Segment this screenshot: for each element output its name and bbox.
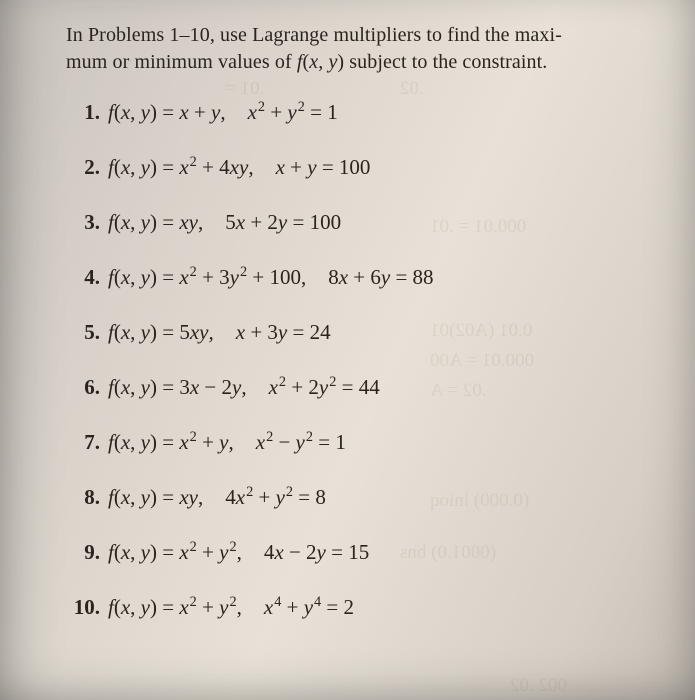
problem-1: 1. f(x, y) = x + y,x2 + y2 = 1: [68, 102, 655, 123]
problem-8: 8. f(x, y) = xy,4x2 + y2 = 8: [68, 487, 655, 508]
problem-number: 2.: [68, 157, 100, 178]
problem-number: 9.: [68, 542, 100, 563]
ghost-text: .02: [400, 78, 424, 100]
problem-number: 4.: [68, 267, 100, 288]
problem-number: 8.: [68, 487, 100, 508]
problem-number: 1.: [68, 102, 100, 123]
problem-body: f(x, y) = x2 + 4xy,x + y = 100: [108, 157, 370, 178]
problem-6: 6. f(x, y) = 3x − 2y,x2 + 2y2 = 44: [68, 377, 655, 398]
problem-body: f(x, y) = x + y,x2 + y2 = 1: [108, 102, 338, 123]
ghost-text: .01 =: [225, 78, 264, 100]
problem-body: f(x, y) = x2 + y,x2 − y2 = 1: [108, 432, 346, 453]
problem-body: f(x, y) = xy,5x + 2y = 100: [108, 212, 341, 233]
problem-list: 1. f(x, y) = x + y,x2 + y2 = 1 2. f(x, y…: [64, 102, 655, 618]
problem-body: f(x, y) = 3x − 2y,x2 + 2y2 = 44: [108, 377, 380, 398]
instructions-text: In Problems 1–10, use Lagrange multiplie…: [66, 22, 655, 76]
problem-2: 2. f(x, y) = x2 + 4xy,x + y = 100: [68, 157, 655, 178]
problem-body: f(x, y) = x2 + y2,4x − 2y = 15: [108, 542, 369, 563]
problem-9: 9. f(x, y) = x2 + y2,4x − 2y = 15: [68, 542, 655, 563]
problem-5: 5. f(x, y) = 5xy,x + 3y = 24: [68, 322, 655, 343]
problem-body: f(x, y) = 5xy,x + 3y = 24: [108, 322, 331, 343]
problem-number: 5.: [68, 322, 100, 343]
problem-3: 3. f(x, y) = xy,5x + 2y = 100: [68, 212, 655, 233]
problem-4: 4. f(x, y) = x2 + 3y2 + 100,8x + 6y = 88: [68, 267, 655, 288]
problem-number: 3.: [68, 212, 100, 233]
problem-10: 10. f(x, y) = x2 + y2,x4 + y4 = 2: [68, 597, 655, 618]
page: In Problems 1–10, use Lagrange multiplie…: [0, 0, 695, 700]
problem-body: f(x, y) = x2 + y2,x4 + y4 = 2: [108, 597, 354, 618]
problem-body: f(x, y) = xy,4x2 + y2 = 8: [108, 487, 326, 508]
problem-7: 7. f(x, y) = x2 + y,x2 − y2 = 1: [68, 432, 655, 453]
problem-body: f(x, y) = x2 + 3y2 + 100,8x + 6y = 88: [108, 267, 434, 288]
problem-number: 10.: [68, 597, 100, 618]
ghost-text: 002 .02: [510, 675, 567, 697]
problem-number: 6.: [68, 377, 100, 398]
problem-number: 7.: [68, 432, 100, 453]
